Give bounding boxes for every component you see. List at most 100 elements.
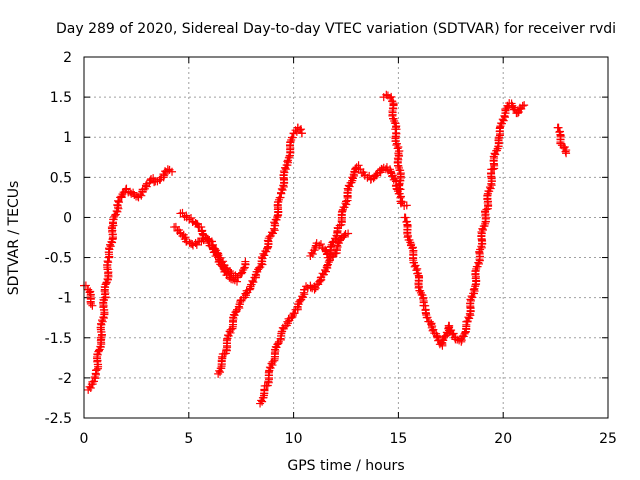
series-s5 (214, 123, 306, 378)
data-point-marker (199, 231, 208, 240)
data-point-marker (398, 198, 407, 207)
data-point (237, 269, 246, 278)
y-tick-label: 0 (63, 210, 72, 226)
data-point-marker (429, 325, 438, 334)
data-point-marker (485, 183, 494, 192)
data-point (88, 301, 97, 310)
data-point-marker (395, 184, 404, 193)
y-tick-label: -1 (58, 291, 72, 307)
x-tick-label: 25 (599, 431, 617, 447)
data-point-marker (104, 258, 113, 267)
plot-frame (83, 56, 609, 419)
data-point-marker (316, 240, 325, 249)
data-point-marker (509, 103, 518, 112)
data-point-marker (392, 141, 401, 150)
series-s2 (84, 165, 177, 394)
y-tick-label: 1 (63, 130, 72, 146)
data-point (297, 129, 306, 138)
y-tick-labels: -2.5 -2 -1.5 -1 -0.5 0 0.5 1 1.5 2 (45, 50, 72, 427)
data-point-marker (492, 146, 501, 155)
data-point (482, 205, 491, 214)
data-point-marker (164, 166, 173, 175)
y-tick-label: -1.5 (45, 331, 72, 347)
data-point (402, 201, 411, 210)
data-point (413, 269, 422, 278)
data-point-marker (479, 225, 488, 234)
data-point (168, 167, 177, 176)
series-s1 (80, 281, 97, 310)
data-point-marker (345, 182, 354, 191)
series-s11 (553, 123, 571, 158)
data-points (80, 90, 571, 408)
y-tick-label: -2 (58, 371, 72, 387)
data-point-marker (347, 178, 356, 187)
data-point-marker (344, 186, 353, 195)
x-tick-label: 10 (285, 431, 303, 447)
data-point (233, 277, 242, 286)
data-point-marker (274, 197, 283, 206)
data-point-marker (290, 309, 299, 318)
data-point-marker (160, 171, 169, 180)
data-point-marker (240, 264, 249, 273)
data-point-marker (499, 116, 508, 125)
data-point (469, 285, 478, 294)
data-point (388, 97, 397, 106)
x-tick-label: 20 (494, 431, 512, 447)
data-point-marker (518, 101, 527, 110)
data-point-marker (260, 251, 269, 260)
data-point-marker (423, 313, 432, 322)
data-point-marker (223, 269, 232, 278)
data-point-marker (102, 279, 111, 288)
data-point-marker (466, 296, 475, 305)
data-point-marker (94, 346, 103, 355)
x-tick-label: 5 (184, 431, 193, 447)
data-point (342, 197, 350, 206)
y-tick-label: -0.5 (45, 251, 72, 267)
y-tick-label: 2 (63, 50, 72, 66)
data-point-marker (114, 198, 123, 207)
data-point-marker (86, 299, 95, 308)
data-point-marker (296, 125, 305, 134)
data-point-marker (188, 239, 197, 248)
series-s7 (306, 229, 353, 262)
data-point (130, 190, 139, 199)
data-point (323, 261, 332, 270)
data-point-marker (382, 90, 391, 99)
data-point-marker (81, 281, 90, 290)
data-point-marker (468, 293, 477, 302)
data-point-marker (86, 384, 95, 393)
data-point-marker (249, 278, 258, 287)
data-point-marker (137, 191, 146, 200)
x-tick-label: 0 (80, 431, 89, 447)
data-point-marker (181, 233, 190, 242)
data-point (396, 185, 405, 194)
x-tick-labels: 0 5 10 15 20 25 (80, 431, 617, 447)
data-point-marker (106, 242, 115, 251)
data-point (283, 157, 292, 166)
data-point-marker (387, 92, 396, 101)
y-axis-title: SDTVAR / TECUs (6, 181, 22, 296)
data-point-marker (315, 277, 324, 286)
data-point-marker (297, 125, 306, 134)
data-point-marker (228, 275, 237, 284)
y-tick-label: 0.5 (50, 170, 72, 186)
data-point-marker (289, 311, 298, 320)
data-point-marker (204, 237, 213, 246)
data-point-marker (491, 150, 500, 159)
data-point-marker (411, 261, 420, 270)
data-point-marker (308, 250, 317, 259)
data-point-marker (150, 178, 159, 187)
data-point-marker (277, 184, 286, 193)
data-point-marker (321, 267, 330, 276)
data-point-marker (340, 231, 349, 240)
data-point-marker (404, 231, 413, 240)
data-point-marker (302, 282, 311, 291)
data-point-marker (464, 313, 473, 322)
y-tick-label: -2.5 (45, 411, 72, 427)
data-point-marker (215, 256, 224, 265)
data-point (344, 229, 353, 238)
data-point (562, 149, 571, 158)
y-tick-label: 1.5 (50, 90, 72, 106)
